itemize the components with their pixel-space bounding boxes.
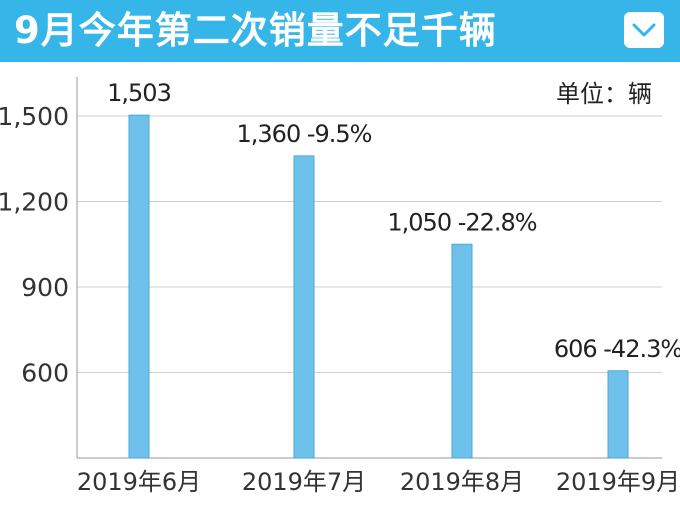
data-label: 1,503 bbox=[107, 79, 171, 107]
bar bbox=[607, 370, 629, 459]
y-tick-label: 1,500 bbox=[0, 102, 69, 131]
page-title: 9月今年第二次销量不足千辆 bbox=[14, 9, 497, 52]
dropdown-button[interactable] bbox=[624, 12, 664, 48]
data-label: 1,050 -22.8% bbox=[387, 208, 536, 236]
header-bar: 9月今年第二次销量不足千辆 bbox=[0, 0, 680, 62]
y-tick-label: 900 bbox=[21, 273, 69, 302]
unit-label: 单位：辆 bbox=[556, 80, 652, 108]
x-tick-label: 2019年9月 bbox=[556, 468, 680, 496]
x-tick-label: 2019年8月 bbox=[400, 468, 524, 496]
data-label: 606 -42.3% bbox=[554, 335, 680, 363]
chevron-down-icon bbox=[632, 23, 656, 37]
y-tick-label: 1,200 bbox=[0, 188, 69, 217]
bar-chart: 600 900 1,200 1,500 单位：辆 1,503 2019年6月 1,360 -9… bbox=[0, 77, 680, 496]
x-tick-label: 2019年6月 bbox=[77, 468, 201, 496]
data-label: 1,360 -9.5% bbox=[237, 120, 372, 148]
y-tick-label: 600 bbox=[21, 359, 69, 388]
bar bbox=[128, 114, 150, 459]
bar bbox=[451, 243, 473, 459]
chart-area: 600 900 1,200 1,500 单位：辆 1,503 2019年6月 1,360 -9… bbox=[0, 62, 680, 510]
x-tick-label: 2019年7月 bbox=[242, 468, 366, 496]
bar bbox=[293, 155, 315, 459]
